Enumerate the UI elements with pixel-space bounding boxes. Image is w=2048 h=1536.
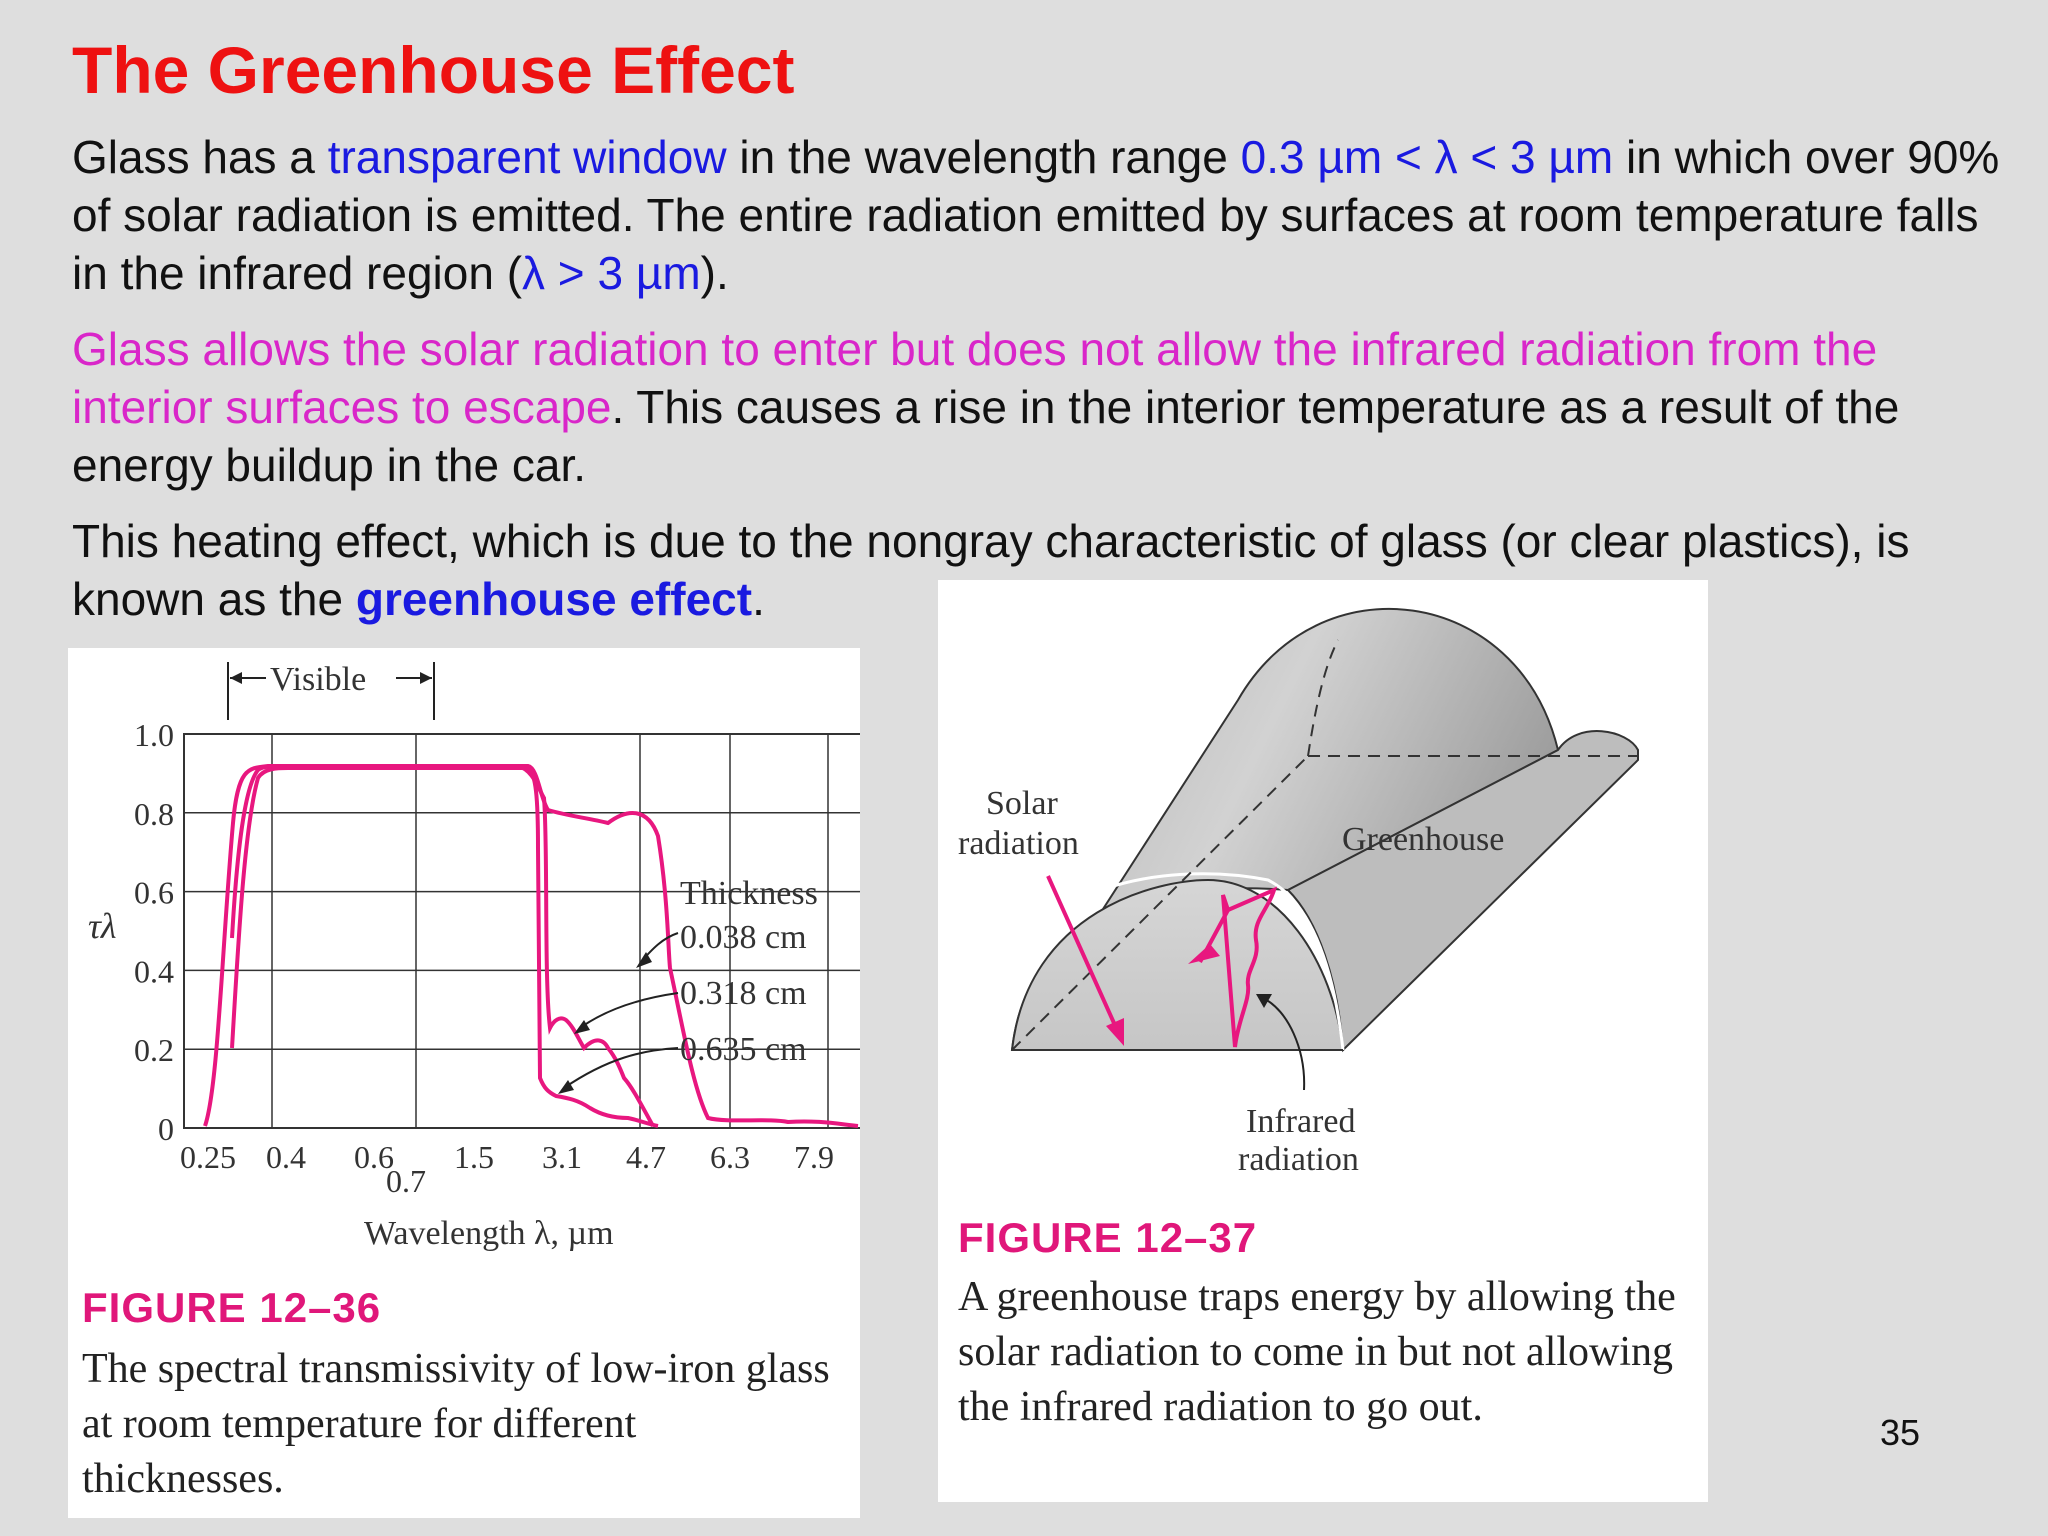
greenhouse-diagram: Solar radiation Greenhouse Infrared radi… (958, 608, 1639, 1178)
legend-pointer-2 (579, 992, 679, 1029)
solar-label-2: radiation (958, 825, 1079, 862)
legend-0038cm: 0.038 cm (680, 919, 807, 956)
p1-text-1: Glass has a (72, 131, 328, 183)
transmissivity-chart: Visible 00.20.40.60.81.0 0.25 0.4 0.60.71.… (88, 661, 913, 1252)
y-tick-label: 0.4 (134, 953, 174, 989)
paragraph-glass-allows: Glass allows the solar radiation to ente… (72, 320, 2002, 494)
figure2-caption: A greenhouse traps energy by allowing th… (958, 1274, 1676, 1430)
p3-text-1: This heating effect, which is due to the… (72, 515, 1910, 625)
y-tick-label: 0 (158, 1111, 174, 1147)
x-tick-label: 0.6 (354, 1139, 394, 1175)
y-tick-label: 0.8 (134, 796, 174, 832)
x-tick-label: 6.3 (710, 1139, 750, 1175)
x-tick-label: 0.7 (386, 1163, 426, 1199)
y-tick-label: 0.6 (134, 875, 174, 911)
curve-0038cm (203, 764, 859, 1128)
p3-text-3: . (752, 573, 765, 625)
x-tick-labels: 0.25 0.4 0.60.7 1.5 3.1 4.7 6.3 7.9 (180, 1139, 834, 1199)
infrared-label-2: radiation (1238, 1141, 1359, 1178)
p1-text-7: ). (700, 247, 729, 299)
legend-0635cm: 0.635 cm (680, 1031, 807, 1068)
x-tick-label: 0.25 (180, 1139, 236, 1175)
hidden-edges (1011, 639, 1638, 1051)
infrared-label-1: Infrared (1246, 1103, 1355, 1140)
transmissivity-curves (203, 764, 859, 1128)
figure1-caption: The spectral transmissivity of low-iron … (82, 1346, 830, 1502)
infrared-pointer (1262, 997, 1306, 1091)
infrared-radiation-arrow[interactable] (1188, 886, 1278, 1048)
y-tick-label: 1.0 (134, 717, 174, 753)
p1-highlight-transparent-window: transparent window (327, 131, 727, 183)
p3-greenhouse-effect-term: greenhouse effect (355, 573, 753, 625)
figure2-label: FIGURE 12–37 (958, 1214, 1258, 1261)
curve-0318cm (230, 764, 655, 1127)
paragraph-heating-effect: This heating effect, which is due to the… (72, 512, 2002, 628)
p2-text: . This causes a rise in the interior tem… (72, 381, 1900, 491)
legend-pointer-3 (563, 1047, 679, 1089)
visible-marker: Visible (227, 661, 435, 720)
p1-infrared-range: λ > 3 µm (522, 247, 701, 299)
figure-transmissivity: Visible 0 0.2 0.4 0.6 0.8 1.0 0.25 0.4 0.6 0.7 1.… (68, 648, 913, 1518)
greenhouse-label: Greenhouse (1342, 821, 1504, 858)
x-tick-label: 7.9 (794, 1139, 834, 1175)
figure-greenhouse: Solar radiation Greenhouse Infrared radi… (938, 580, 1708, 1502)
y-tick-labels: 0 0.2 0.4 0.6 0.8 1.0 (134, 717, 174, 1147)
legend-title: Thickness (680, 875, 818, 912)
y-tick-label: 0.2 (134, 1032, 174, 1068)
x-tick-label: 3.1 (542, 1139, 582, 1175)
slide-title: The Greenhouse Effect (72, 33, 795, 107)
x-tick-label: 1.5 (454, 1139, 494, 1175)
thickness-legend: Thickness 0.038 cm 0.318 cm 0.635 cm (558, 875, 818, 1094)
p2-highlight: Glass allows the solar radiation to ente… (72, 323, 1878, 433)
paragraph-transparent-window: Glass has a transparent window in the wa… (72, 128, 2002, 302)
p1-text-5: in which over 90% of solar radiation is … (72, 131, 2000, 299)
x-tick-label: 4.7 (626, 1139, 666, 1175)
solar-label-1: Solar (986, 785, 1058, 822)
p1-text-3: in the wavelength range (726, 131, 1241, 183)
solar-radiation-arrow[interactable] (1046, 875, 1124, 1046)
p1-wavelength-range: 0.3 µm < λ < 3 µm (1240, 131, 1614, 183)
y-axis-symbol: τλ (88, 906, 116, 946)
x-axis-label: Wavelength λ, µm (364, 1215, 614, 1252)
visible-label: Visible (270, 661, 366, 698)
greenhouse-front-face (1010, 878, 1345, 1051)
curve-0635cm (230, 766, 659, 1128)
x-tick-label: 0.4 (266, 1139, 306, 1175)
page-number: 35 (1880, 1412, 1921, 1453)
figure1-label: FIGURE 12–36 (82, 1284, 382, 1331)
legend-0318cm: 0.318 cm (680, 975, 807, 1012)
